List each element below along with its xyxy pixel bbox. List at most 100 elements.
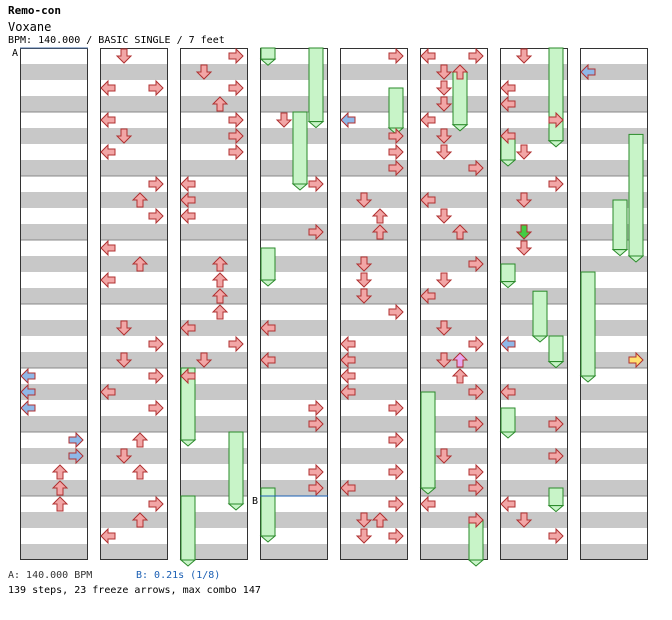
- step-arrow: [131, 432, 149, 448]
- step-arrow-eighth: [20, 399, 36, 417]
- step-arrow: [51, 480, 69, 496]
- beat-stripe: [260, 192, 328, 208]
- step-arrow: [500, 95, 516, 113]
- step-arrow: [435, 208, 453, 224]
- freeze-arrow: [228, 431, 244, 505]
- step-arrow: [468, 511, 484, 529]
- step-arrow: [148, 207, 164, 225]
- beat-stripe: [340, 352, 408, 368]
- beat-stripe: [420, 192, 488, 208]
- step-arrow: [435, 448, 453, 464]
- beat-stripe: [340, 192, 408, 208]
- freeze-arrow: [500, 407, 516, 433]
- step-arrow: [468, 335, 484, 353]
- step-arrow: [515, 512, 533, 528]
- freeze-arrow: [180, 495, 196, 561]
- column-border: [100, 48, 168, 560]
- song-title: Voxane: [8, 20, 52, 34]
- freeze-arrow: [260, 47, 276, 60]
- step-arrow: [51, 464, 69, 480]
- beat-stripe: [580, 384, 648, 400]
- step-arrow: [100, 527, 116, 545]
- beat-stripe: [100, 416, 168, 432]
- beat-stripe: [20, 288, 88, 304]
- beat-stripe: [180, 160, 248, 176]
- beat-stripe: [420, 320, 488, 336]
- freeze-arrow-tail: [499, 281, 517, 289]
- beat-stripe: [500, 160, 568, 176]
- beat-stripe: [340, 544, 408, 560]
- step-arrow: [355, 512, 373, 528]
- beat-stripe: [340, 448, 408, 464]
- beat-stripe: [260, 384, 328, 400]
- beat-stripe: [580, 96, 648, 112]
- beat-stripe: [180, 512, 248, 528]
- step-arrow: [115, 320, 133, 336]
- freeze-arrow-tail: [259, 279, 277, 287]
- step-arrow: [228, 127, 244, 145]
- column-border: [180, 48, 248, 560]
- beat-stripe: [260, 288, 328, 304]
- column-border: [420, 48, 488, 560]
- step-arrow: [515, 144, 533, 160]
- step-arrow-eighth: [580, 63, 596, 81]
- freeze-arrow: [612, 199, 628, 251]
- beat-stripe: [260, 480, 328, 496]
- freeze-arrow-tail: [499, 159, 517, 167]
- step-arrow: [500, 383, 516, 401]
- beat-stripe: [500, 416, 568, 432]
- step-arrow: [500, 79, 516, 97]
- step-arrow: [100, 79, 116, 97]
- column-border: [260, 48, 328, 560]
- step-arrow: [355, 288, 373, 304]
- beat-stripe: [500, 224, 568, 240]
- step-arrow: [468, 47, 484, 65]
- freeze-arrow-tail: [179, 439, 197, 447]
- step-arrow: [435, 352, 453, 368]
- beat-stripe: [500, 256, 568, 272]
- beat-stripe: [580, 320, 648, 336]
- beat-stripe: [340, 384, 408, 400]
- step-arrow: [468, 479, 484, 497]
- step-arrow: [100, 239, 116, 257]
- step-arrow: [100, 143, 116, 161]
- step-arrow: [228, 111, 244, 129]
- step-arrow: [131, 464, 149, 480]
- step-arrow: [148, 367, 164, 385]
- step-arrow: [340, 479, 356, 497]
- beat-stripe: [20, 160, 88, 176]
- step-arrow: [451, 368, 469, 384]
- step-arrow: [340, 351, 356, 369]
- step-arrow: [51, 496, 69, 512]
- step-arrow: [100, 111, 116, 129]
- beat-stripe: [340, 480, 408, 496]
- freeze-arrow-tail: [467, 559, 485, 567]
- beat-stripe: [260, 416, 328, 432]
- beat-stripe: [20, 320, 88, 336]
- beat-stripe: [180, 352, 248, 368]
- step-arrow: [435, 64, 453, 80]
- step-arrow: [228, 335, 244, 353]
- beat-stripe: [100, 160, 168, 176]
- freeze-arrow: [532, 290, 548, 337]
- step-arrow: [548, 527, 564, 545]
- step-arrow: [388, 431, 404, 449]
- step-arrow: [211, 96, 229, 112]
- step-arrow-eighth: [20, 367, 36, 385]
- beat-stripe: [180, 320, 248, 336]
- beat-stripe: [340, 160, 408, 176]
- step-arrow: [228, 143, 244, 161]
- freeze-arrow-tail: [259, 535, 277, 543]
- beat-stripe: [180, 224, 248, 240]
- beat-stripe: [500, 512, 568, 528]
- beat-stripe: [420, 480, 488, 496]
- beat-stripe: [340, 256, 408, 272]
- freeze-arrow: [308, 47, 324, 123]
- step-arrow: [100, 271, 116, 289]
- step-arrow: [435, 80, 453, 96]
- step-arrow: [515, 48, 533, 64]
- beat-stripe: [180, 416, 248, 432]
- freeze-arrow: [500, 263, 516, 283]
- beat-stripe: [580, 512, 648, 528]
